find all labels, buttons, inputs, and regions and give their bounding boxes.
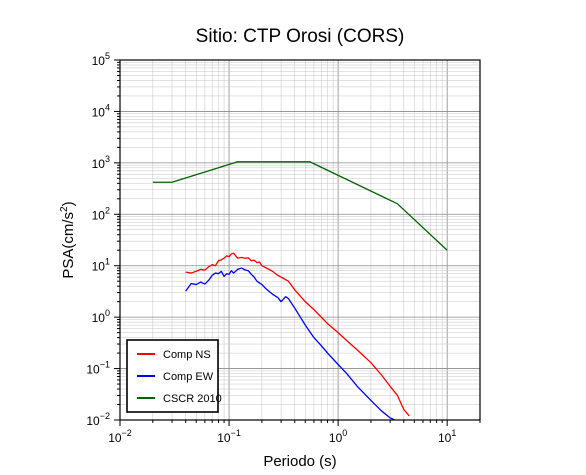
tick-label-base: 10 xyxy=(92,157,106,171)
tick-label-base: 10 xyxy=(108,431,122,445)
tick-label-exp: 3 xyxy=(105,154,110,164)
tick-label-exp: −1 xyxy=(100,360,110,370)
y-tick-label: 104 xyxy=(92,102,110,119)
tick-label-base: 10 xyxy=(438,431,452,445)
tick-label-exp: 0 xyxy=(105,308,110,318)
tick-label-base: 10 xyxy=(92,311,106,325)
tick-label-exp: 0 xyxy=(342,428,347,438)
tick-label-base: 10 xyxy=(86,363,100,377)
x-tick-label: 10−1 xyxy=(217,428,241,445)
tick-label-base: 10 xyxy=(92,105,106,119)
y-axis-label-main: PSA(cm/s xyxy=(60,212,77,279)
series-group xyxy=(152,161,448,420)
tick-label-base: 10 xyxy=(329,431,343,445)
tick-label-base: 10 xyxy=(92,54,106,68)
series-line-cscr-2010 xyxy=(152,161,448,251)
y-tick-label: 101 xyxy=(92,257,110,274)
x-axis-label: Periodo (s) xyxy=(263,453,336,470)
tick-label-exp: 4 xyxy=(105,102,110,112)
legend-label-comp-ns: Comp NS xyxy=(163,349,211,361)
y-tick-label: 102 xyxy=(92,205,110,222)
grid xyxy=(119,59,481,421)
tick-label-exp: −2 xyxy=(100,411,110,421)
series-line-comp-ew xyxy=(185,267,395,420)
y-tick-label: 105 xyxy=(92,51,110,68)
tick-label-base: 10 xyxy=(92,260,106,274)
tick-label-base: 10 xyxy=(86,414,100,428)
tick-label-exp: −2 xyxy=(122,428,132,438)
y-axis-label: PSA(cm/s2) xyxy=(59,201,77,278)
tick-label-exp: 1 xyxy=(451,428,456,438)
x-tick-label: 100 xyxy=(329,428,347,445)
y-tick-label: 100 xyxy=(92,308,110,325)
tick-label-exp: 5 xyxy=(105,51,110,61)
y-tick-label: 103 xyxy=(92,154,110,171)
y-tick-label: 10−2 xyxy=(86,411,110,428)
chart-title: Sitio: CTP Orosi (CORS) xyxy=(196,26,405,47)
ticks xyxy=(114,59,481,426)
y-axis-label-end: ) xyxy=(60,201,77,206)
legend-label-cscr-2010: CSCR 2010 xyxy=(163,393,222,405)
legend-label-comp-ew: Comp EW xyxy=(163,371,214,383)
x-tick-label: 101 xyxy=(438,428,456,445)
y-tick-label: 10−1 xyxy=(86,360,110,377)
tick-label-exp: −1 xyxy=(231,428,241,438)
series-line-comp-ns xyxy=(185,252,410,417)
tick-label-exp: 1 xyxy=(105,257,110,267)
x-tick-label: 10−2 xyxy=(108,428,132,445)
y-axis-label-sup: 2 xyxy=(59,206,70,212)
plot-frame xyxy=(119,59,481,421)
tick-label-base: 10 xyxy=(92,208,106,222)
tick-label-base: 10 xyxy=(217,431,231,445)
legend: Comp NS Comp EW CSCR 2010 xyxy=(126,339,222,413)
tick-label-exp: 2 xyxy=(105,205,110,215)
